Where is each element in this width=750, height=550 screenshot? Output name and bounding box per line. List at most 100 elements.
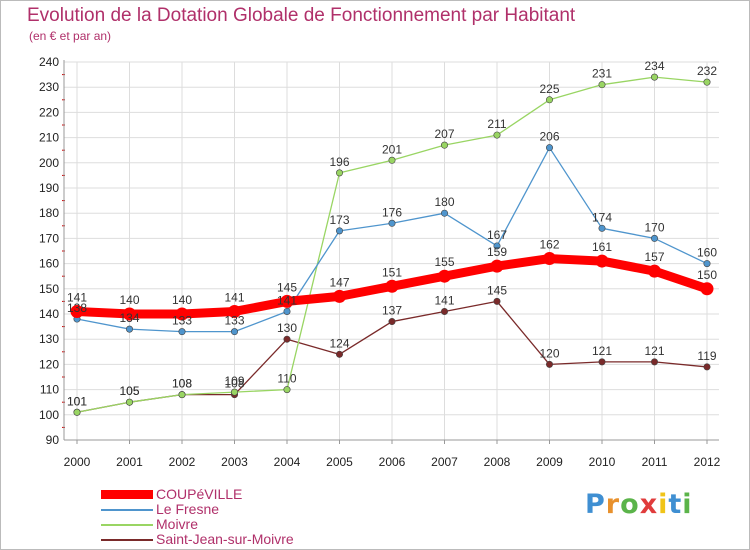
data-point — [598, 81, 606, 89]
x-tick-label: 2009 — [536, 455, 563, 469]
data-point — [650, 73, 658, 81]
data-label: 232 — [697, 64, 717, 78]
data-point — [438, 269, 451, 283]
data-label: 157 — [644, 250, 664, 264]
data-label: 124 — [329, 336, 349, 350]
data-label: 120 — [539, 346, 559, 360]
data-label: 234 — [644, 59, 664, 73]
data-point — [126, 398, 134, 406]
data-point — [283, 335, 291, 343]
y-tick-label: 100 — [39, 408, 59, 422]
data-label: 133 — [224, 314, 244, 328]
y-tick-label: 160 — [39, 257, 59, 271]
data-point — [388, 219, 396, 227]
data-point — [280, 294, 294, 308]
data-label: 147 — [329, 275, 349, 289]
data-point — [598, 358, 606, 366]
logo-letter: o — [620, 489, 640, 520]
data-label: 207 — [434, 127, 454, 141]
data-label: 109 — [224, 374, 244, 388]
legend-swatch — [101, 509, 153, 511]
legend-swatch — [101, 524, 153, 526]
data-point — [650, 234, 658, 242]
data-point — [543, 252, 556, 266]
y-tick-label: 120 — [39, 357, 59, 371]
data-label: 196 — [329, 155, 349, 169]
x-tick-label: 2005 — [326, 455, 353, 469]
data-label: 105 — [119, 384, 139, 398]
data-point — [333, 289, 346, 303]
data-label: 211 — [487, 117, 506, 131]
data-point — [703, 260, 711, 268]
data-point — [228, 304, 241, 318]
data-point — [493, 297, 501, 305]
data-point — [335, 227, 343, 235]
logo-letter: i — [658, 489, 669, 520]
logo-letter: P — [585, 489, 606, 520]
data-label: 167 — [487, 228, 507, 242]
data-point — [126, 325, 134, 333]
data-point — [73, 408, 81, 416]
logo-letter: r — [605, 489, 621, 520]
data-label: 141 — [434, 293, 454, 307]
data-point — [388, 318, 396, 326]
data-label: 151 — [382, 265, 402, 279]
data-label: 150 — [697, 268, 717, 282]
y-tick-label: 110 — [40, 383, 59, 397]
data-label: 162 — [539, 238, 559, 252]
data-label: 145 — [487, 283, 507, 297]
chart-title: Evolution de la Dotation Globale de Fonc… — [27, 5, 576, 26]
y-tick-label: 190 — [39, 181, 59, 195]
data-label: 134 — [119, 311, 139, 325]
data-label: 101 — [67, 394, 87, 408]
data-label: 108 — [172, 377, 192, 391]
data-point — [385, 279, 399, 293]
logo-letter: x — [639, 489, 659, 520]
data-label: 110 — [277, 372, 296, 386]
legend-label: Saint-Jean-sur-Moivre — [156, 531, 294, 547]
data-label: 137 — [382, 304, 402, 318]
data-label: 225 — [539, 82, 559, 96]
data-point — [388, 156, 396, 164]
x-tick-label: 2010 — [589, 455, 616, 469]
data-label: 121 — [644, 344, 664, 358]
x-tick-label: 2012 — [694, 455, 721, 469]
x-tick-label: 2000 — [64, 455, 91, 469]
y-tick-label: 150 — [39, 282, 59, 296]
legend-label: Moivre — [156, 516, 199, 532]
axis-layer: 90 100 110 120 130 140 150 160 170 180 190 200 210 22… — [39, 55, 721, 469]
logo-letter: t — [668, 489, 683, 520]
data-point — [595, 254, 609, 268]
data-label: 159 — [487, 245, 507, 259]
legend-swatch — [101, 539, 153, 541]
data-label: 201 — [382, 142, 402, 156]
y-tick-label: 90 — [46, 433, 60, 447]
data-point — [648, 264, 661, 278]
data-point — [490, 259, 504, 273]
data-label: 141 — [224, 290, 244, 304]
data-point — [493, 242, 501, 250]
data-label: 141 — [67, 290, 87, 304]
data-point — [335, 169, 343, 177]
data-label: 180 — [434, 195, 454, 209]
data-point — [440, 209, 448, 217]
data-label: 176 — [382, 205, 402, 219]
data-label: 140 — [119, 293, 139, 307]
data-label: 155 — [434, 255, 454, 269]
data-point — [598, 224, 606, 232]
data-label: 141 — [277, 293, 297, 307]
x-tick-label: 2006 — [379, 455, 406, 469]
data-label: 231 — [592, 67, 612, 81]
data-point — [231, 388, 239, 396]
data-point — [545, 96, 553, 104]
data-point — [440, 141, 448, 149]
data-point — [283, 307, 291, 315]
x-tick-label: 2007 — [431, 455, 458, 469]
data-label: 130 — [277, 321, 297, 335]
data-label: 119 — [697, 349, 716, 363]
x-tick-label: 2003 — [221, 455, 248, 469]
data-point — [70, 304, 84, 318]
x-tick-label: 2001 — [116, 455, 143, 469]
data-point — [545, 360, 553, 368]
